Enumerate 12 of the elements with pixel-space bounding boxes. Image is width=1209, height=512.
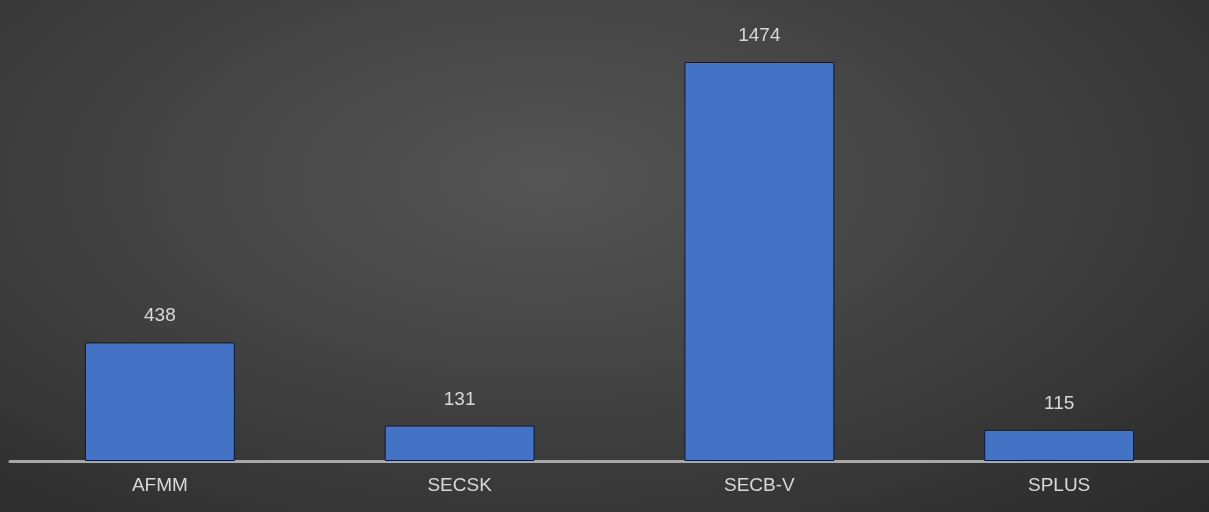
x-tick-label: SPLUS bbox=[1027, 474, 1091, 495]
bar bbox=[684, 62, 835, 461]
data-label: 1474 bbox=[738, 24, 781, 45]
bar bbox=[384, 425, 535, 461]
bar bbox=[84, 342, 235, 461]
data-label: 115 bbox=[1043, 391, 1075, 413]
x-tick-label: SECSK bbox=[427, 474, 493, 495]
data-label: 131 bbox=[443, 387, 476, 409]
x-tick-label: AFMM bbox=[131, 474, 188, 495]
x-tick-label: SECB-V bbox=[724, 474, 796, 495]
bar bbox=[984, 429, 1135, 461]
data-label: 438 bbox=[144, 304, 176, 326]
